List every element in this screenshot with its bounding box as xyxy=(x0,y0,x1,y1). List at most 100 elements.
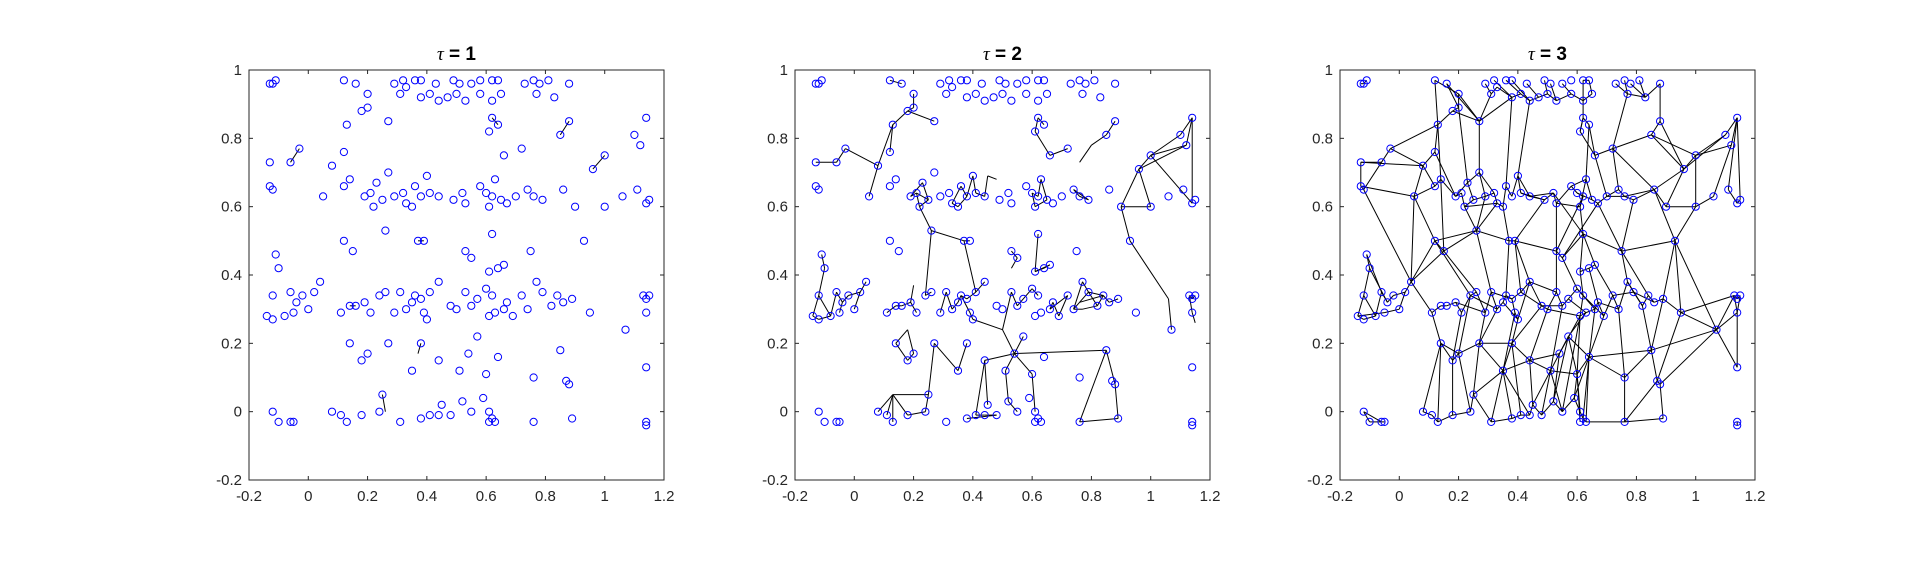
data-point xyxy=(965,308,975,317)
edge-line xyxy=(1476,230,1510,242)
data-point xyxy=(396,417,405,426)
edge-line xyxy=(859,281,867,293)
data-point xyxy=(1650,298,1659,307)
data-point xyxy=(467,407,476,416)
data-point xyxy=(909,103,918,112)
data-point xyxy=(1028,188,1037,198)
data-point xyxy=(410,76,420,85)
data-point xyxy=(378,195,387,204)
edge-line xyxy=(1517,281,1531,320)
edge-line xyxy=(1502,343,1513,371)
data-point xyxy=(565,117,574,126)
data-point xyxy=(268,185,277,194)
data-point xyxy=(490,417,500,426)
data-point xyxy=(1380,417,1389,426)
data-point xyxy=(1507,414,1517,423)
data-point xyxy=(529,417,538,426)
data-point xyxy=(449,195,458,204)
data-point xyxy=(1490,188,1499,198)
data-point xyxy=(488,76,497,85)
edge-line xyxy=(1529,281,1543,307)
edge-line xyxy=(1597,196,1608,204)
data-point xyxy=(1359,315,1368,324)
data-point xyxy=(271,250,280,259)
edge-line xyxy=(1502,206,1510,241)
edge-line xyxy=(1393,291,1406,296)
data-point xyxy=(443,93,452,102)
chart-title: τ = 2 xyxy=(983,44,1022,65)
edge-line xyxy=(1621,250,1649,296)
data-point xyxy=(980,277,989,286)
edge-line xyxy=(1431,305,1442,313)
edge-line xyxy=(1550,353,1560,371)
edge-line xyxy=(1034,199,1048,208)
edge-line xyxy=(922,182,929,200)
y-tick-label: -0.2 xyxy=(216,472,242,489)
edge-line xyxy=(984,360,989,405)
data-point xyxy=(1590,305,1600,314)
edge-line xyxy=(1458,295,1471,354)
panel-tau-3: -0.2 0 0.2 0.4 0.6 0.8 1 1.2 -0.2 0 0.2 0.4 0.6 0.8 1 τ… xyxy=(1307,44,1765,505)
data-point xyxy=(1448,356,1457,365)
data-point xyxy=(496,195,506,204)
data-point xyxy=(390,308,399,317)
data-point xyxy=(1736,291,1745,300)
data-point xyxy=(529,373,538,382)
data-point xyxy=(357,356,366,365)
edge-line xyxy=(987,175,997,180)
data-point xyxy=(962,414,972,423)
edge-line xyxy=(1561,83,1572,95)
edge-line xyxy=(290,148,300,163)
data-point xyxy=(894,247,903,256)
data-point xyxy=(1069,185,1078,194)
edge-line xyxy=(1511,291,1522,300)
data-point xyxy=(488,229,497,239)
data-point xyxy=(1644,291,1653,300)
edge-line xyxy=(1624,380,1658,423)
data-point xyxy=(948,83,957,92)
edge-line xyxy=(1446,301,1456,307)
data-point xyxy=(544,76,553,85)
edge-line xyxy=(1410,240,1436,283)
data-point xyxy=(372,178,381,187)
edge-line xyxy=(1588,309,1596,358)
y-tick-label: 0.8 xyxy=(1312,130,1333,147)
data-point xyxy=(588,165,598,174)
data-point xyxy=(811,79,820,88)
edge-line xyxy=(972,318,1003,331)
data-point xyxy=(1733,308,1742,317)
data-point xyxy=(1522,79,1531,88)
edge-line xyxy=(1422,343,1442,412)
edge-line xyxy=(1384,308,1400,314)
data-point xyxy=(1407,277,1416,286)
data-point xyxy=(399,76,408,85)
data-point xyxy=(316,277,325,286)
data-point xyxy=(1662,202,1671,211)
edge-line xyxy=(1493,192,1498,204)
edge-line xyxy=(1031,288,1039,296)
data-point xyxy=(1078,277,1087,286)
edge-line xyxy=(1588,124,1596,156)
data-point xyxy=(953,366,963,375)
data-point xyxy=(1054,311,1063,321)
edge-line xyxy=(1413,165,1424,197)
data-point xyxy=(1510,236,1520,245)
edge-line xyxy=(830,291,837,317)
data-point xyxy=(422,315,431,324)
data-point xyxy=(1629,195,1638,204)
data-point xyxy=(962,294,972,303)
data-point xyxy=(402,305,411,314)
edge-line xyxy=(1627,281,1643,307)
data-point xyxy=(449,76,458,85)
data-point xyxy=(265,79,274,88)
edge-line xyxy=(1624,80,1628,95)
x-tick-label: 0.6 xyxy=(476,488,497,505)
edge-line xyxy=(1588,80,1593,95)
data-point xyxy=(1427,411,1437,420)
data-point xyxy=(1036,417,1046,426)
edges xyxy=(290,117,606,412)
edge-line xyxy=(1588,349,1652,358)
edge-line xyxy=(924,394,929,412)
data-point xyxy=(1590,151,1600,160)
data-point xyxy=(1395,305,1404,314)
